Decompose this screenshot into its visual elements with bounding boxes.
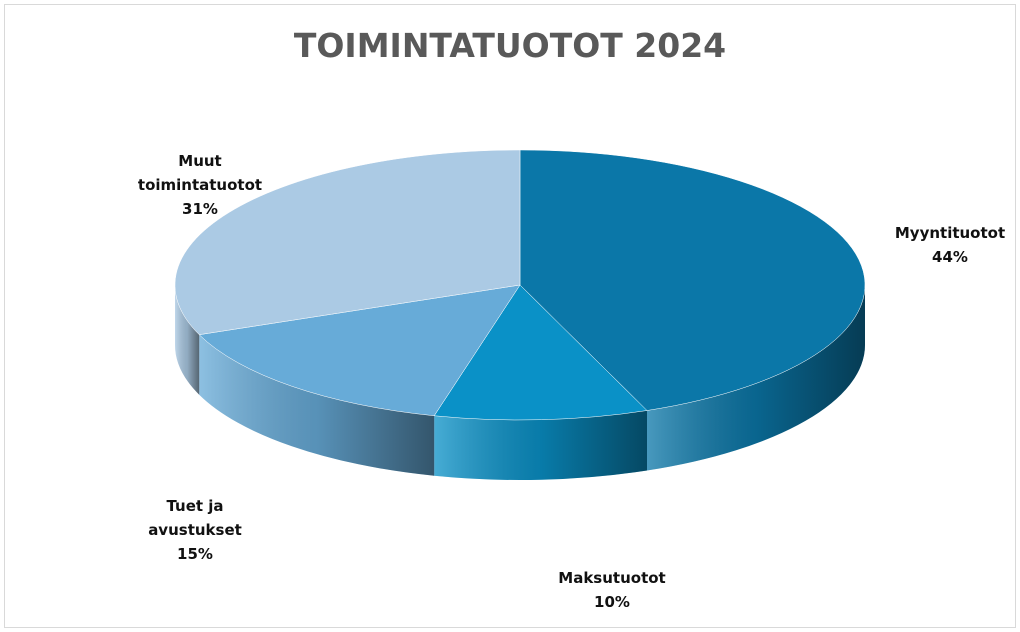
category-label: Maksutuotot (558, 569, 666, 587)
data-label: Maksutuotot 10% (547, 566, 677, 614)
slice-side-shade (647, 285, 865, 471)
chart-frame (4, 4, 1016, 628)
slice (174, 149, 521, 335)
slice-side-shade (434, 410, 648, 480)
slice-side-shade (199, 334, 435, 476)
category-label: Tuet ja avustukset (148, 497, 242, 539)
value-label: 10% (594, 593, 630, 611)
value-label: 44% (932, 248, 968, 266)
category-label: Muut toimintatuotot (137, 152, 263, 194)
slice (519, 149, 866, 411)
chart-title: TOIMINTATUOTOT 2024 (293, 26, 727, 65)
data-label: Muut toimintatuotot 31% (135, 149, 265, 221)
slice (433, 284, 648, 421)
category-label: Myyntituotot (894, 224, 1006, 242)
slice-side-shade (175, 285, 200, 395)
slice (198, 284, 521, 417)
data-label: Tuet ja avustukset 15% (130, 494, 260, 566)
value-label: 15% (177, 545, 213, 563)
value-label: 31% (182, 200, 218, 218)
data-label: Myyntituotot 44% (885, 221, 1015, 269)
